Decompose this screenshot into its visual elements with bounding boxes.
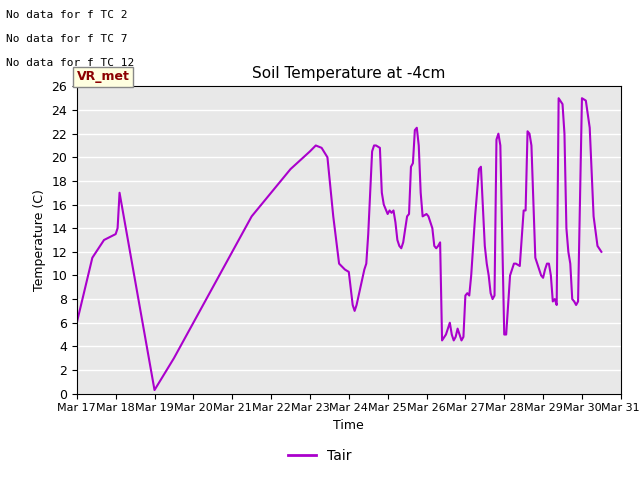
Y-axis label: Temperature (C): Temperature (C) xyxy=(33,189,45,291)
Text: VR_met: VR_met xyxy=(77,70,130,83)
Title: Soil Temperature at -4cm: Soil Temperature at -4cm xyxy=(252,66,445,81)
X-axis label: Time: Time xyxy=(333,419,364,432)
Legend: Tair: Tair xyxy=(283,443,357,468)
Text: No data for f TC 12: No data for f TC 12 xyxy=(6,58,134,68)
Text: No data for f TC 2: No data for f TC 2 xyxy=(6,10,128,20)
Text: No data for f TC 7: No data for f TC 7 xyxy=(6,34,128,44)
